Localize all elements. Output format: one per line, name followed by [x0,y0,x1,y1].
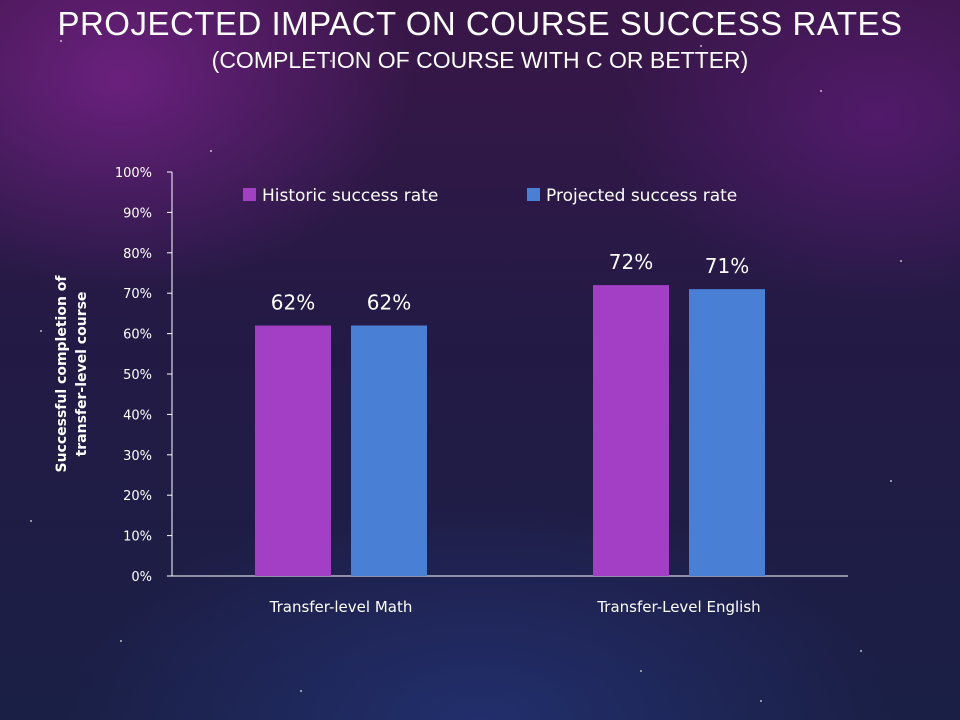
star-decoration [820,90,822,92]
y-tick-label: 40% [123,408,152,423]
star-decoration [300,690,302,692]
star-decoration [60,40,62,42]
bar-projected [351,325,427,576]
bar-historic [255,325,331,576]
data-label: 72% [609,250,653,274]
bar-historic [593,285,669,576]
y-tick-label: 90% [123,206,152,221]
y-tick-label: 10% [123,530,152,545]
y-axis-label: Successful completion of transfer-level c… [54,275,90,473]
page-subtitle: (COMPLETION OF COURSE WITH C OR BETTER) [211,47,749,73]
star-decoration [890,480,892,482]
legend-swatch-historic [243,188,256,201]
legend-swatch-projected [527,188,540,201]
y-tick-label: 20% [123,489,152,504]
title-block: PROJECTED IMPACT ON COURSE SUCCESS RATES… [0,6,960,74]
star-decoration [120,640,122,642]
star-decoration [210,150,212,152]
data-label: 62% [367,291,411,315]
legend-label: Projected success rate [546,186,737,206]
legend-label: Historic success rate [262,186,438,206]
star-decoration [330,60,332,62]
x-tick-label: Transfer-Level English [596,598,760,616]
y-tick-label: 0% [131,570,152,585]
x-tick-label: Transfer-level Math [269,598,413,616]
star-decoration [900,260,902,262]
star-decoration [760,700,762,702]
y-tick-label: 60% [123,328,152,343]
y-tick-label: 100% [115,166,152,181]
y-tick-label: 30% [123,449,152,464]
star-decoration [30,520,32,522]
star-decoration [640,670,642,672]
data-label: 71% [705,254,749,278]
star-decoration [40,330,42,332]
page-title: PROJECTED IMPACT ON COURSE SUCCESS RATES [57,5,903,42]
y-tick-label: 50% [123,368,152,383]
star-decoration [520,30,522,32]
y-tick-label: 70% [123,287,152,302]
bar-projected [689,289,765,576]
star-decoration [860,650,862,652]
y-tick-label: 80% [123,247,152,262]
data-label: 62% [271,291,315,315]
star-decoration [700,45,702,47]
